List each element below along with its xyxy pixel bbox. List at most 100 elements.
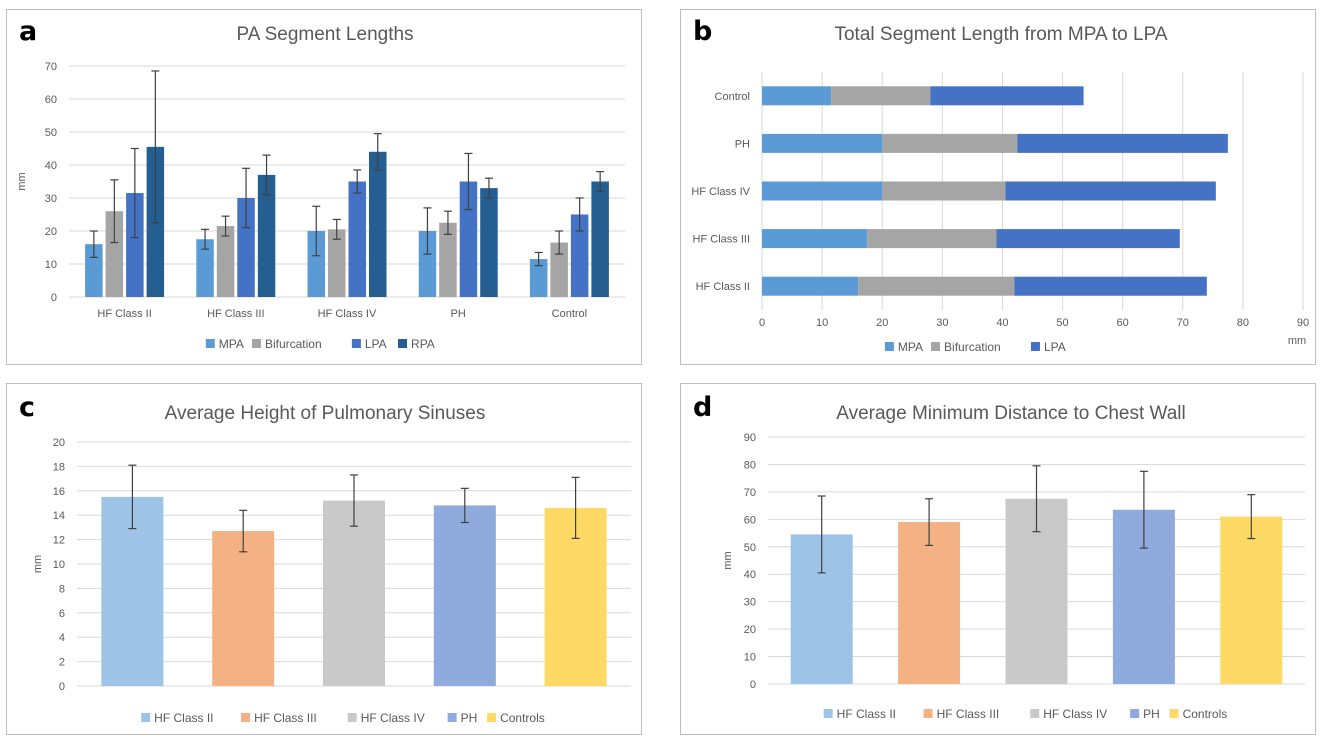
y-tick-label: 70 (45, 61, 57, 73)
bar-mpa-hf-class-iv (762, 181, 883, 201)
panel-letter-d: d (693, 392, 713, 423)
legend-label-controls: Controls (1183, 707, 1228, 721)
panel-letter-b: b (693, 16, 713, 47)
y-tick-label: 18 (53, 461, 65, 473)
legend-swatch-controls (487, 713, 497, 722)
legend-swatch-lpa (351, 339, 361, 348)
y-tick-label: 10 (45, 259, 57, 271)
legend-swatch-hf-class-ii (141, 713, 151, 722)
bar-controls (1220, 516, 1283, 684)
x-tick-label: 40 (996, 317, 1008, 329)
bar-lpa-control (930, 86, 1084, 106)
chart-title: Total Segment Length from MPA to LPA (834, 24, 1167, 45)
bar-mpa-control (529, 259, 548, 297)
y-tick-label: 20 (45, 226, 57, 238)
y-tick-label: 50 (45, 127, 57, 139)
legend-label-lpa: LPA (1044, 340, 1066, 354)
legend-swatch-bifurcation (251, 339, 261, 348)
x-tick-label: 10 (816, 317, 828, 329)
y-tick-label: 0 (59, 681, 65, 693)
legend-label-hf-class-iii: HF Class III (937, 707, 1000, 721)
y-tick-label: 80 (744, 459, 756, 471)
x-tick-label: Control (552, 308, 587, 320)
x-tick-label: 50 (1056, 317, 1068, 329)
y-tick-label: 40 (744, 569, 756, 581)
x-tick-label: 0 (759, 317, 765, 329)
bar-lpa-hf-class-iv (348, 181, 366, 297)
legend-swatch-hf-class-iii (923, 709, 933, 718)
y-tick-label: 70 (744, 487, 756, 499)
legend-label-controls: Controls (500, 711, 545, 725)
bar-rpa-ph (480, 188, 498, 297)
y-tick-label: 60 (45, 94, 57, 106)
bar-ph (433, 505, 496, 686)
x-tick-label: 80 (1237, 317, 1249, 329)
bar-hf-class-iii (212, 531, 275, 686)
bar-hf-class-iii (898, 522, 961, 684)
legend-swatch-rpa (398, 339, 408, 348)
bar-lpa-hf-class-iv (1005, 181, 1216, 201)
y-tick-label: HF Class II (696, 281, 750, 293)
y-tick-label: 12 (53, 535, 65, 547)
y-axis-label: mm (16, 172, 28, 190)
legend-swatch-lpa (1030, 342, 1040, 351)
bar-bifurcation-control (550, 242, 568, 297)
bar-mpa-hf-class-iii (196, 239, 214, 297)
legend-swatch-mpa (884, 342, 894, 351)
legend-swatch-mpa (205, 339, 215, 348)
bar-mpa-ph (418, 231, 437, 297)
legend-label-ph: PH (1143, 707, 1160, 721)
bar-bifurcation-hf-class-iii (867, 229, 997, 249)
chart-pa-segment-lengths: PA Segment Lengths 0 10 20 30 40 50 60 70 mm HF Cl… (16, 24, 625, 351)
panel-letter-c: c (19, 392, 36, 423)
bar-bifurcation-hf-class-ii (858, 276, 1015, 296)
y-tick-label: 10 (744, 652, 756, 664)
legend-label-hf-class-ii: HF Class II (154, 711, 213, 725)
x-tick-label: HF Class II (97, 308, 151, 320)
legend-label-hf-class-iv: HF Class IV (1043, 707, 1107, 721)
legend-swatch-bifurcation (931, 342, 941, 351)
x-tick-label: 70 (1177, 317, 1189, 329)
y-tick-label: 2 (59, 657, 65, 669)
bar-bifurcation-hf-class-ii (105, 211, 124, 297)
legend-label-hf-class-iv: HF Class IV (361, 711, 425, 725)
bar-bifurcation-ph (439, 222, 457, 297)
chart-title: Average Height of Pulmonary Sinuses (165, 403, 486, 424)
y-tick-label: HF Class IV (691, 186, 750, 198)
legend-label-bifurcation: Bifurcation (944, 340, 1001, 354)
x-tick-label: HF Class III (207, 308, 264, 320)
x-tick-label: HF Class IV (318, 308, 377, 320)
panel-b: b Total Segment Length from MPA to LPA 0 1… (680, 9, 1316, 365)
y-tick-label: 10 (53, 559, 65, 571)
bar-mpa-hf-class-ii (762, 276, 859, 296)
y-tick-label: 60 (744, 514, 756, 526)
bar-lpa-hf-class-ii (126, 193, 144, 297)
x-tick-label: 20 (876, 317, 888, 329)
panel-letter-a: a (19, 16, 38, 47)
bar-bifurcation-hf-class-iv (882, 181, 1006, 201)
bar-lpa-hf-class-iii (237, 198, 255, 297)
legend-label-lpa: LPA (365, 337, 387, 351)
bar-bifurcation-hf-class-iii (216, 226, 235, 297)
panel-d: d Average Minimum Distance to Chest Wall… (680, 383, 1316, 735)
bar-mpa-hf-class-ii (85, 244, 103, 297)
legend-swatch-hf-class-ii (823, 709, 833, 718)
y-tick-label: 20 (53, 437, 65, 449)
legend-swatch-hf-class-iv (347, 713, 357, 722)
legend-swatch-controls (1169, 709, 1179, 718)
legend-swatch-hf-class-iv (1030, 709, 1040, 718)
y-tick-label: 90 (744, 432, 756, 444)
x-axis-label: mm (1288, 335, 1306, 347)
chart-title: Average Minimum Distance to Chest Wall (836, 403, 1186, 424)
bar-bifurcation-ph (882, 133, 1018, 153)
panel-c: c Average Height of Pulmonary Sinuses 0 2 4… (6, 383, 642, 735)
y-tick-label: 6 (59, 608, 65, 620)
y-tick-label: 0 (750, 679, 756, 691)
bar-mpa-control (762, 86, 832, 106)
y-tick-label: 0 (51, 292, 57, 304)
panel-a: a PA Segment Lengths 0 10 20 30 40 50 60 70 mm HF … (6, 9, 642, 365)
bar-mpa-hf-class-iii (762, 229, 868, 249)
y-tick-label: Control (715, 91, 750, 103)
y-tick-label: 4 (59, 632, 65, 644)
bar-lpa-ph (459, 181, 478, 297)
